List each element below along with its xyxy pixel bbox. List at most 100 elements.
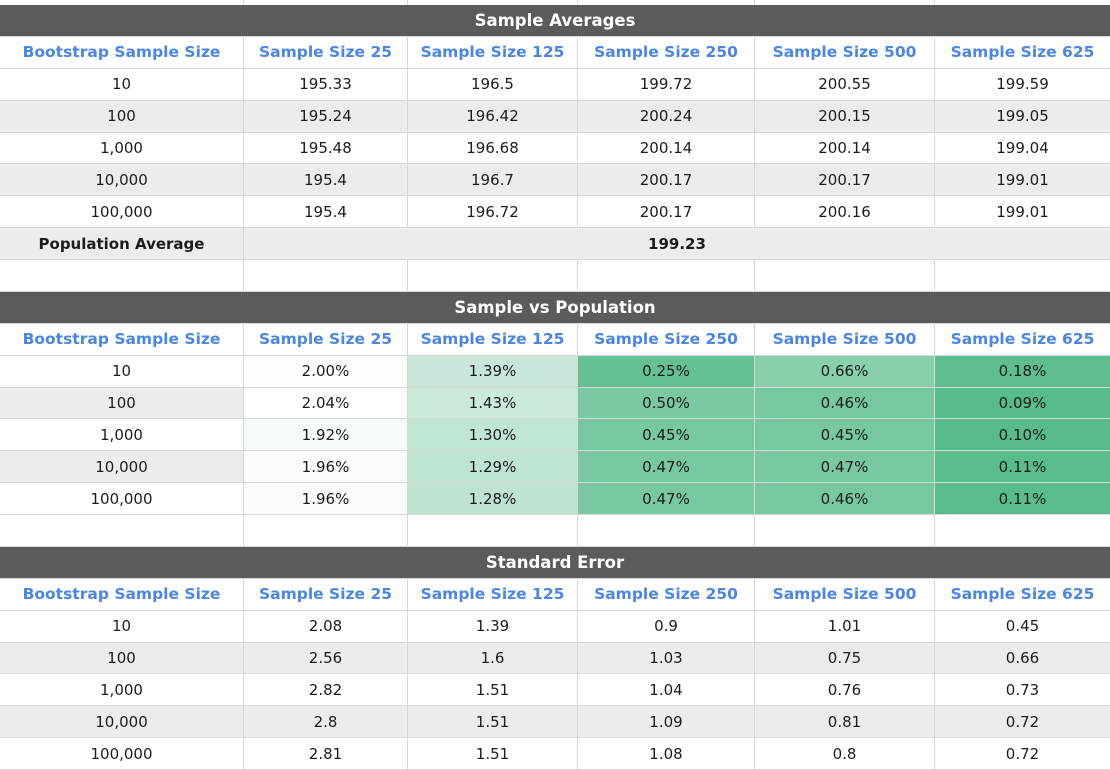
- empty-cell[interactable]: [935, 260, 1110, 291]
- value-cell[interactable]: 1.51: [408, 738, 578, 769]
- value-cell[interactable]: 1.03: [578, 642, 755, 674]
- value-cell[interactable]: 1.28%: [408, 483, 578, 514]
- value-cell[interactable]: 1.6: [408, 642, 578, 674]
- row-label-cell[interactable]: 100,000: [0, 196, 244, 228]
- value-cell[interactable]: 195.4: [244, 196, 408, 228]
- column-header-cell[interactable]: Sample Size 25: [244, 36, 408, 68]
- empty-cell[interactable]: [755, 260, 935, 291]
- value-cell[interactable]: 0.9: [578, 610, 755, 642]
- value-cell[interactable]: 200.17: [578, 164, 755, 196]
- value-cell[interactable]: 200.16: [755, 196, 935, 228]
- value-cell[interactable]: 1.30%: [408, 419, 578, 451]
- sample-averages-title[interactable]: Sample Averages: [0, 5, 1110, 37]
- value-cell[interactable]: 0.73: [935, 674, 1110, 706]
- value-cell[interactable]: 0.72: [935, 706, 1110, 738]
- empty-cell[interactable]: [935, 515, 1110, 546]
- column-header-cell[interactable]: Sample Size 25: [244, 323, 408, 355]
- value-cell[interactable]: 1.96%: [244, 483, 408, 514]
- population-average-label[interactable]: Population Average: [0, 228, 244, 259]
- value-cell[interactable]: 2.08: [244, 610, 408, 642]
- value-cell[interactable]: 199.01: [935, 164, 1110, 196]
- value-cell[interactable]: 2.81: [244, 738, 408, 769]
- sample-vs-population-title[interactable]: Sample vs Population: [0, 291, 1110, 324]
- value-cell[interactable]: 0.25%: [578, 355, 755, 387]
- column-header-cell[interactable]: Sample Size 625: [935, 36, 1110, 68]
- empty-cell[interactable]: [244, 260, 408, 291]
- column-header-cell[interactable]: Sample Size 125: [408, 36, 578, 68]
- value-cell[interactable]: 1.96%: [244, 451, 408, 483]
- row-label-cell[interactable]: 100,000: [0, 483, 244, 514]
- value-cell[interactable]: 0.18%: [935, 355, 1110, 387]
- value-cell[interactable]: 0.45%: [755, 419, 935, 451]
- value-cell[interactable]: 199.72: [578, 68, 755, 100]
- row-label-cell[interactable]: 100: [0, 642, 244, 674]
- standard-error-title[interactable]: Standard Error: [0, 546, 1110, 579]
- value-cell[interactable]: 1.01: [755, 610, 935, 642]
- row-label-cell[interactable]: 1,000: [0, 419, 244, 451]
- value-cell[interactable]: 1.51: [408, 674, 578, 706]
- value-cell[interactable]: 199.59: [935, 68, 1110, 100]
- value-cell[interactable]: 195.24: [244, 100, 408, 132]
- row-label-cell[interactable]: 100,000: [0, 738, 244, 769]
- value-cell[interactable]: 0.11%: [935, 451, 1110, 483]
- row-label-cell[interactable]: 1,000: [0, 132, 244, 164]
- empty-cell[interactable]: [244, 515, 408, 546]
- value-cell[interactable]: 1.39%: [408, 355, 578, 387]
- value-cell[interactable]: 0.81: [755, 706, 935, 738]
- value-cell[interactable]: 0.09%: [935, 387, 1110, 419]
- column-header-cell[interactable]: Sample Size 500: [755, 323, 935, 355]
- value-cell[interactable]: 200.55: [755, 68, 935, 100]
- empty-cell[interactable]: [408, 260, 578, 291]
- value-cell[interactable]: 200.14: [755, 132, 935, 164]
- value-cell[interactable]: 195.48: [244, 132, 408, 164]
- value-cell[interactable]: 2.8: [244, 706, 408, 738]
- empty-cell[interactable]: [935, 0, 1110, 5]
- column-header-cell[interactable]: Sample Size 250: [578, 578, 755, 610]
- value-cell[interactable]: 0.47%: [578, 451, 755, 483]
- value-cell[interactable]: 195.33: [244, 68, 408, 100]
- value-cell[interactable]: 200.17: [578, 196, 755, 228]
- value-cell[interactable]: 1.04: [578, 674, 755, 706]
- population-average-value[interactable]: 199.23: [244, 228, 1110, 259]
- row-label-cell[interactable]: 10,000: [0, 451, 244, 483]
- value-cell[interactable]: 199.04: [935, 132, 1110, 164]
- column-header-cell[interactable]: Bootstrap Sample Size: [0, 36, 244, 68]
- value-cell[interactable]: 196.68: [408, 132, 578, 164]
- value-cell[interactable]: 0.50%: [578, 387, 755, 419]
- value-cell[interactable]: 0.76: [755, 674, 935, 706]
- row-label-cell[interactable]: 10,000: [0, 706, 244, 738]
- value-cell[interactable]: 0.45: [935, 610, 1110, 642]
- column-header-cell[interactable]: Sample Size 25: [244, 578, 408, 610]
- value-cell[interactable]: 1.29%: [408, 451, 578, 483]
- value-cell[interactable]: 2.00%: [244, 355, 408, 387]
- column-header-cell[interactable]: Bootstrap Sample Size: [0, 578, 244, 610]
- value-cell[interactable]: 0.75: [755, 642, 935, 674]
- value-cell[interactable]: 200.17: [755, 164, 935, 196]
- empty-cell[interactable]: [0, 0, 244, 5]
- row-label-cell[interactable]: 10: [0, 355, 244, 387]
- value-cell[interactable]: 196.42: [408, 100, 578, 132]
- value-cell[interactable]: 1.39: [408, 610, 578, 642]
- empty-cell[interactable]: [578, 515, 755, 546]
- value-cell[interactable]: 0.46%: [755, 483, 935, 514]
- value-cell[interactable]: 0.72: [935, 738, 1110, 769]
- column-header-cell[interactable]: Bootstrap Sample Size: [0, 323, 244, 355]
- row-label-cell[interactable]: 10: [0, 610, 244, 642]
- column-header-cell[interactable]: Sample Size 125: [408, 578, 578, 610]
- value-cell[interactable]: 200.24: [578, 100, 755, 132]
- value-cell[interactable]: 1.43%: [408, 387, 578, 419]
- empty-cell[interactable]: [755, 515, 935, 546]
- value-cell[interactable]: 199.05: [935, 100, 1110, 132]
- value-cell[interactable]: 199.01: [935, 196, 1110, 228]
- row-label-cell[interactable]: 100: [0, 100, 244, 132]
- value-cell[interactable]: 0.47%: [755, 451, 935, 483]
- value-cell[interactable]: 196.72: [408, 196, 578, 228]
- row-label-cell[interactable]: 1,000: [0, 674, 244, 706]
- empty-cell[interactable]: [0, 260, 244, 291]
- column-header-cell[interactable]: Sample Size 250: [578, 36, 755, 68]
- empty-cell[interactable]: [244, 0, 408, 5]
- row-label-cell[interactable]: 100: [0, 387, 244, 419]
- empty-cell[interactable]: [0, 515, 244, 546]
- value-cell[interactable]: 200.14: [578, 132, 755, 164]
- value-cell[interactable]: 196.5: [408, 68, 578, 100]
